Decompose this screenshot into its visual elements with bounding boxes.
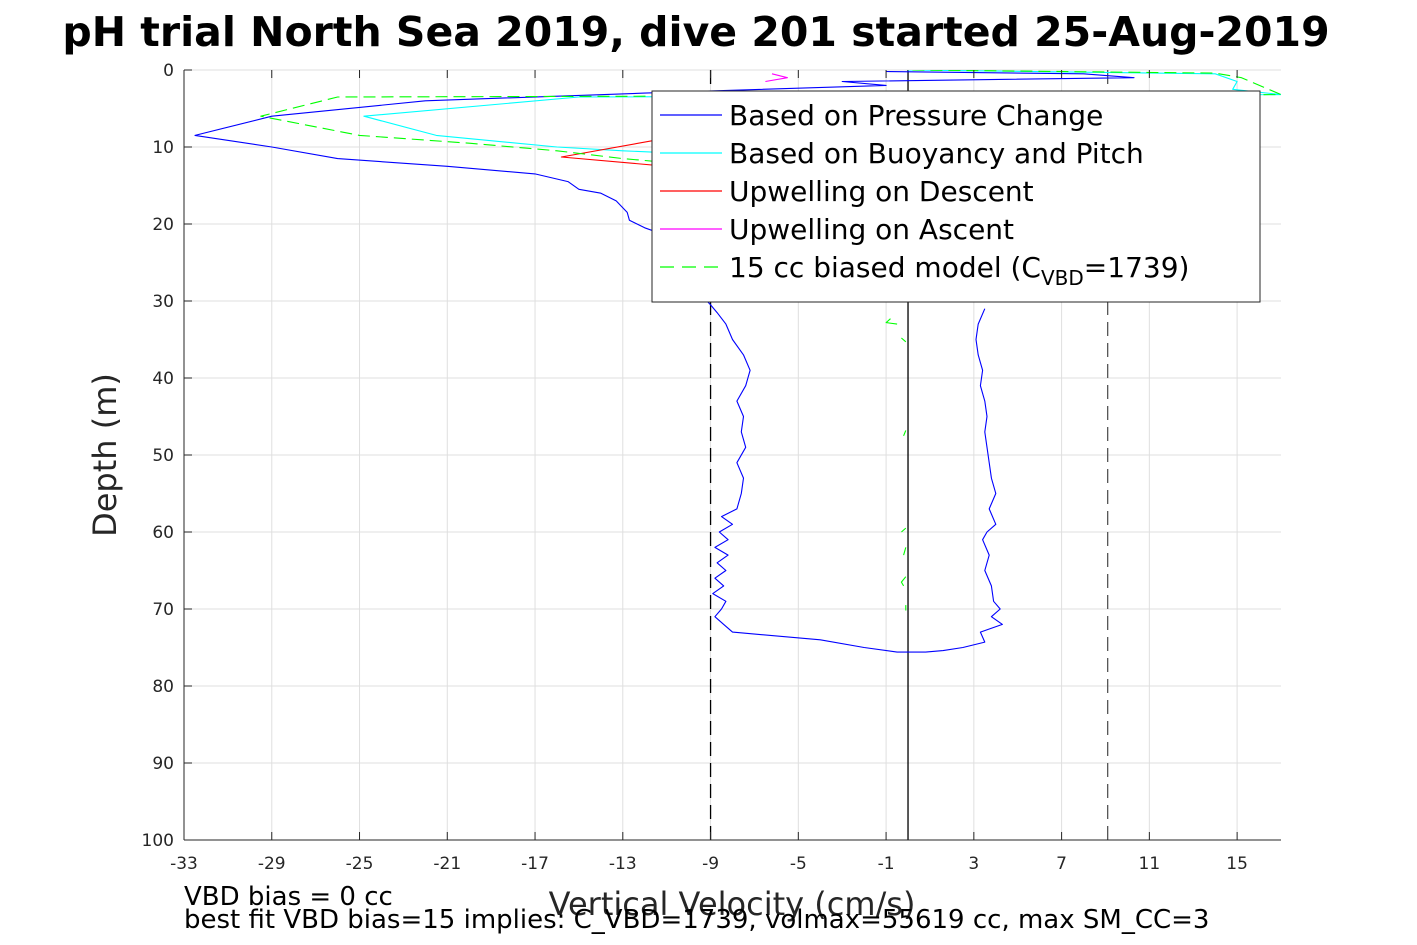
x-tick-label: 7: [1056, 854, 1067, 874]
series-line-0: [194, 70, 1135, 653]
x-tick-label: -25: [346, 854, 374, 874]
x-tick-label: -17: [521, 854, 549, 874]
series-line-8: [901, 527, 907, 533]
series-line-9: [903, 547, 907, 556]
x-axis-label: Vertical Velocity (cm/s): [549, 885, 916, 923]
y-tick-label: 50: [152, 446, 174, 466]
y-tick-label: 20: [152, 215, 174, 235]
y-tick-label: 10: [152, 138, 174, 158]
y-tick-label: 60: [152, 523, 174, 543]
legend-label-suffix: =1739): [1084, 251, 1190, 284]
x-tick-label: -5: [790, 854, 807, 874]
legend: Based on Pressure Change Based on Buoyanc…: [651, 90, 1261, 303]
x-tick-label: -33: [170, 854, 198, 874]
annotation-vbd-bias: VBD bias = 0 cc: [184, 882, 393, 912]
y-tick-label: 80: [152, 677, 174, 697]
series-group: [194, 70, 1281, 653]
y-tick-label: 70: [152, 600, 174, 620]
y-tick-label: 40: [152, 369, 174, 389]
legend-label: Based on Pressure Change: [729, 99, 1103, 132]
x-tick-label: 15: [1226, 854, 1248, 874]
legend-label: Upwelling on Descent: [729, 175, 1034, 208]
legend-label: Based on Buoyancy and Pitch: [729, 137, 1144, 170]
annotation-best-fit: best fit VBD bias=15 implies: C_VBD=1739…: [184, 905, 1209, 935]
x-tick-label: 3: [968, 854, 979, 874]
legend-label-subscript: VBD: [1041, 266, 1084, 290]
x-tick-label: -21: [433, 854, 461, 874]
chart-title: pH trial North Sea 2019, dive 201 starte…: [62, 8, 1329, 56]
x-tick-label: -1: [878, 854, 895, 874]
y-tick-label: 90: [152, 754, 174, 774]
series-line-1: [363, 70, 1281, 160]
x-tick-label: 11: [1139, 854, 1161, 874]
y-axis-label: Depth (m): [86, 373, 124, 537]
y-tick-label: 0: [163, 61, 174, 81]
series-line-7: [903, 430, 907, 437]
legend-label: 15 cc biased model (CVBD=1739): [729, 251, 1189, 290]
series-line-10: [900, 576, 907, 587]
x-tick-label: -29: [258, 854, 286, 874]
x-tick-label: -13: [609, 854, 637, 874]
series-line-3: [765, 73, 788, 83]
series-line-5: [885, 318, 898, 325]
series-line-6: [901, 337, 907, 343]
legend-box: [651, 90, 1261, 303]
y-tick-label: 100: [142, 831, 174, 851]
legend-label: Upwelling on Ascent: [729, 213, 1014, 246]
x-tick-label: -9: [702, 854, 719, 874]
series-line-2: [560, 134, 683, 167]
series-line-4: [260, 70, 1281, 163]
y-tick-label: 30: [152, 292, 174, 312]
